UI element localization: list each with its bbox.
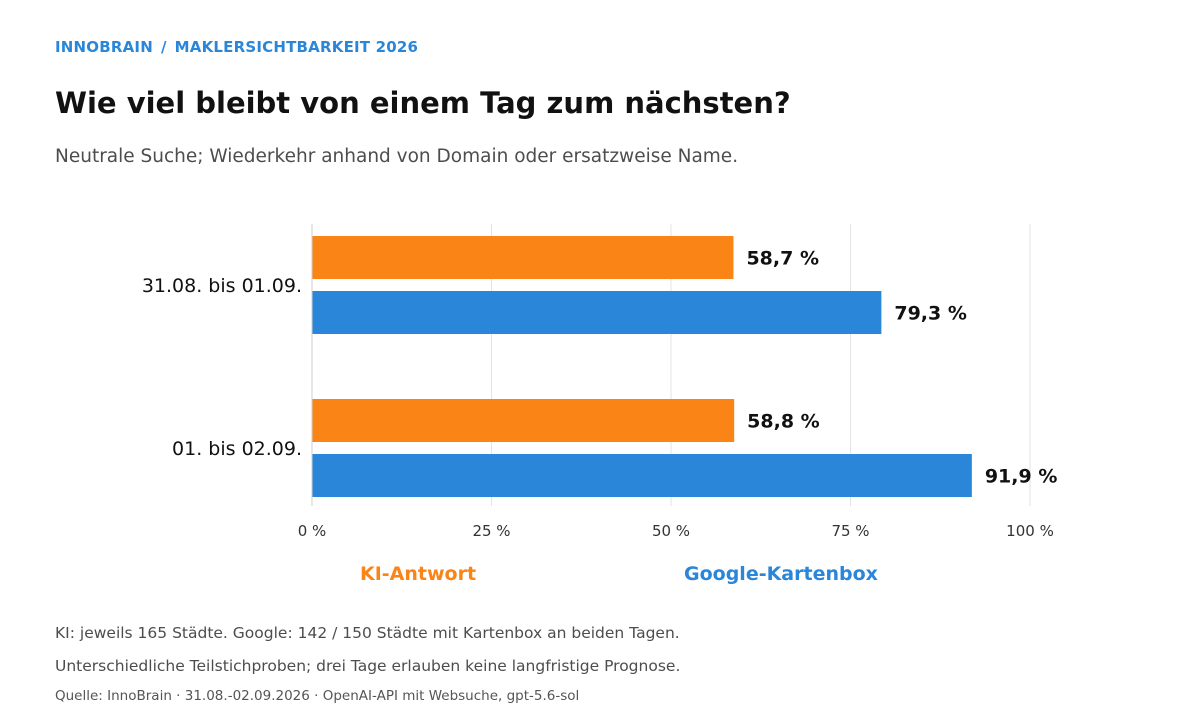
x-tick-label-2: 50 %: [652, 522, 690, 540]
breadcrumb-brand: INNOBRAIN: [55, 38, 153, 56]
bar-google-1: [312, 454, 972, 497]
breadcrumb-separator: /: [160, 38, 167, 56]
x-tick-label-3: 75 %: [831, 522, 869, 540]
footnote-sample: KI: jeweils 165 Städte. Google: 142 / 15…: [55, 624, 680, 642]
footnote-caveat: Unterschiedliche Teilstichproben; drei T…: [55, 657, 681, 675]
breadcrumb: INNOBRAIN / MAKLERSICHTBARKEIT 2026: [55, 38, 418, 56]
legend-google-kartenbox: Google-Kartenbox: [684, 563, 878, 585]
category-label-1: 01. bis 02.09.: [172, 438, 302, 460]
page-title: Wie viel bleibt von einem Tag zum nächst…: [55, 86, 791, 120]
category-label-0: 31.08. bis 01.09.: [142, 275, 302, 297]
x-tick-label-0: 0 %: [298, 522, 327, 540]
breadcrumb-section: MAKLERSICHTBARKEIT 2026: [174, 38, 419, 56]
bar-chart: 0 % 25 % 50 % 75 % 100 % 58,7 % 79,3 % 31.08. b…: [142, 224, 1058, 540]
data-label-google-1: 91,9 %: [985, 466, 1058, 488]
x-tick-label-1: 25 %: [472, 522, 510, 540]
legend-ki-antwort: KI-Antwort: [360, 563, 477, 585]
data-label-google-0: 79,3 %: [894, 303, 967, 325]
bar-ki-1: [312, 399, 735, 442]
source-line: Quelle: InnoBrain · 31.08.-02.09.2026 · …: [55, 688, 580, 704]
page-subtitle: Neutrale Suche; Wiederkehr anhand von Do…: [55, 146, 739, 167]
bar-google-0: [312, 291, 882, 334]
bar-ki-0: [312, 236, 734, 279]
data-label-ki-1: 58,8 %: [747, 411, 820, 433]
x-tick-label-4: 100 %: [1006, 522, 1054, 540]
data-label-ki-0: 58,7 %: [746, 248, 819, 270]
